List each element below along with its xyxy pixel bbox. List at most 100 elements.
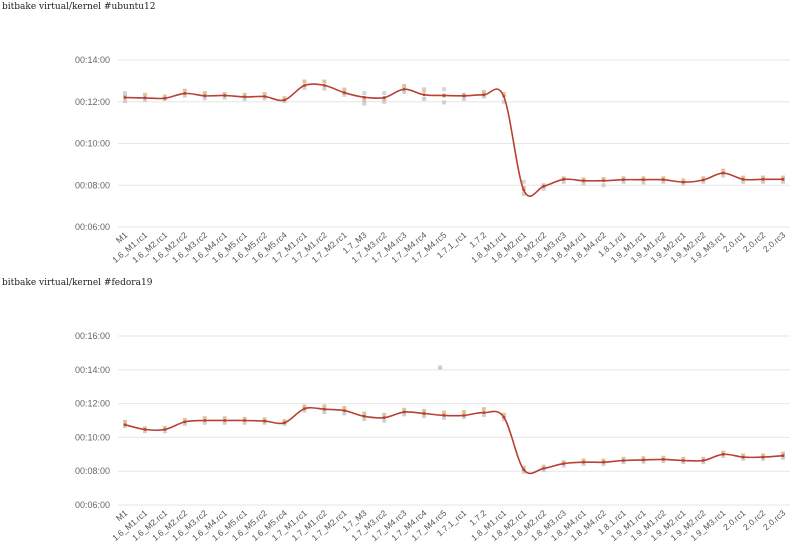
- series-line: [124, 406, 784, 475]
- sample-point: [322, 404, 327, 409]
- series-point: [661, 178, 665, 182]
- sample-point: [262, 417, 267, 422]
- series-point: [701, 178, 705, 182]
- sample-point: [322, 410, 327, 415]
- sample-point: [302, 404, 307, 409]
- series-point: [402, 410, 406, 414]
- series-point: [602, 179, 605, 183]
- chart-ubuntu12-plot: 00:06:00 00:08:00 00:10:00 00:12:00 00:14:00…: [75, 55, 790, 265]
- sample-point: [282, 96, 287, 101]
- sample-point: [461, 96, 466, 101]
- sample-point: [202, 96, 207, 101]
- sample-point: [681, 181, 686, 186]
- sample-point: [481, 407, 486, 412]
- series-point: [462, 414, 466, 417]
- series-point: [243, 95, 247, 99]
- series-point: [263, 95, 266, 98]
- series-point: [502, 95, 506, 98]
- series-point: [721, 171, 725, 175]
- sample-point: [262, 420, 267, 425]
- chart-ubuntu12: bitbake virtual/kernel #ubuntu12 00:06:0…: [0, 0, 800, 270]
- series-point: [701, 459, 705, 462]
- series-point: [622, 459, 625, 462]
- series-point: [681, 180, 685, 184]
- series-point: [143, 96, 147, 100]
- sample-point: [342, 411, 347, 416]
- series-point: [781, 177, 785, 181]
- sample-point: [442, 87, 447, 92]
- sample-point: [302, 408, 307, 413]
- y-tick-label: 00:14:00: [75, 365, 110, 375]
- sample-point: [741, 179, 746, 184]
- series-point: [482, 411, 486, 415]
- sample-point: [242, 92, 247, 97]
- sample-point: [242, 416, 247, 421]
- series-point: [322, 407, 326, 411]
- sample-point: [402, 84, 407, 89]
- series-point: [382, 416, 386, 420]
- series-point: [681, 459, 685, 462]
- sample-point: [282, 419, 287, 424]
- series-point: [303, 83, 306, 87]
- sample-point: [481, 90, 486, 95]
- sample-point: [541, 464, 546, 469]
- sample-point: [501, 412, 506, 417]
- sample-point: [781, 175, 785, 180]
- y-tick-label: 00:16:00: [75, 331, 110, 341]
- sample-point: [123, 91, 127, 96]
- sample-point: [142, 429, 147, 434]
- series-point: [143, 428, 147, 431]
- sample-point: [521, 191, 526, 196]
- sample-point: [701, 456, 706, 461]
- sample-point: [342, 87, 347, 92]
- sample-point: [442, 100, 447, 105]
- series-point: [342, 91, 346, 95]
- sample-point: [442, 410, 447, 415]
- sample-point: [701, 460, 706, 465]
- sample-point: [162, 429, 167, 434]
- sample-point: [142, 97, 147, 102]
- sample-point: [242, 420, 247, 425]
- series-point: [422, 412, 426, 415]
- series-point: [342, 409, 346, 413]
- series-point: [243, 419, 247, 422]
- sample-point: [402, 407, 407, 412]
- sample-point: [641, 456, 646, 461]
- series-point: [522, 468, 526, 472]
- sample-point: [621, 456, 626, 461]
- sample-point: [123, 424, 127, 429]
- sample-point: [601, 461, 606, 466]
- series-point: [322, 83, 326, 87]
- sample-point: [741, 453, 746, 458]
- sample-point: [302, 85, 307, 90]
- sample-point: [422, 96, 427, 101]
- sample-point: [621, 179, 626, 184]
- y-tick-label: 00:08:00: [75, 180, 110, 190]
- sample-point: [362, 411, 367, 416]
- series-point: [761, 177, 765, 181]
- series-point: [163, 428, 167, 431]
- sample-point: [561, 179, 566, 184]
- sample-point: [123, 419, 127, 424]
- sample-point: [681, 456, 686, 461]
- sample-point: [741, 456, 746, 461]
- sample-point: [601, 183, 606, 188]
- sample-point: [382, 91, 387, 96]
- sample-point: [422, 408, 427, 413]
- x-tick-label: 2.0.rc3: [761, 508, 788, 533]
- series-point: [761, 455, 765, 459]
- sample-point: [681, 460, 686, 465]
- series-point: [582, 460, 586, 464]
- sample-point: [182, 93, 187, 98]
- series-point: [542, 466, 546, 470]
- sample-point: [501, 417, 506, 422]
- series-point: [562, 462, 566, 465]
- series-point: [642, 178, 645, 182]
- sample-point: [222, 416, 227, 421]
- series-point: [562, 177, 566, 181]
- sample-point: [202, 416, 207, 421]
- sample-point: [242, 96, 247, 101]
- series-point: [721, 452, 725, 456]
